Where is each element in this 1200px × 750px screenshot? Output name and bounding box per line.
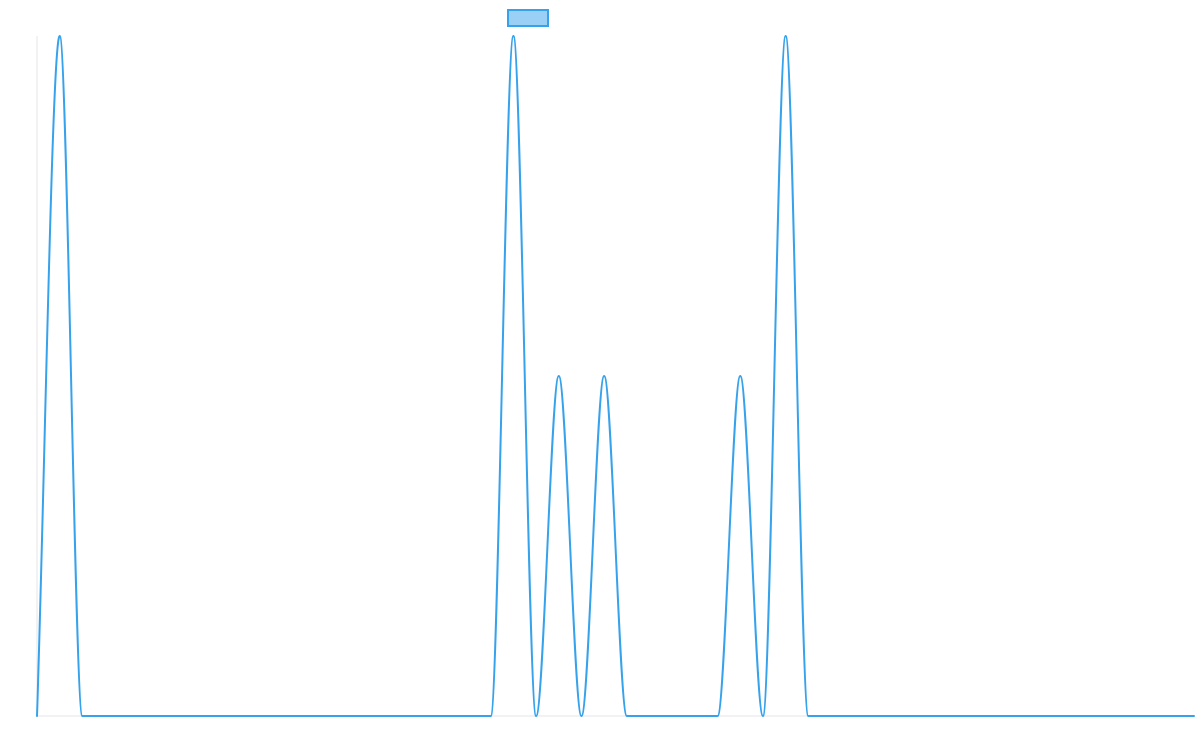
axes bbox=[36, 36, 1194, 717]
legend[interactable] bbox=[507, 9, 549, 27]
legend-swatch[interactable] bbox=[507, 9, 549, 27]
series-layer bbox=[36, 35, 1195, 717]
series-line-0 bbox=[36, 35, 1195, 717]
